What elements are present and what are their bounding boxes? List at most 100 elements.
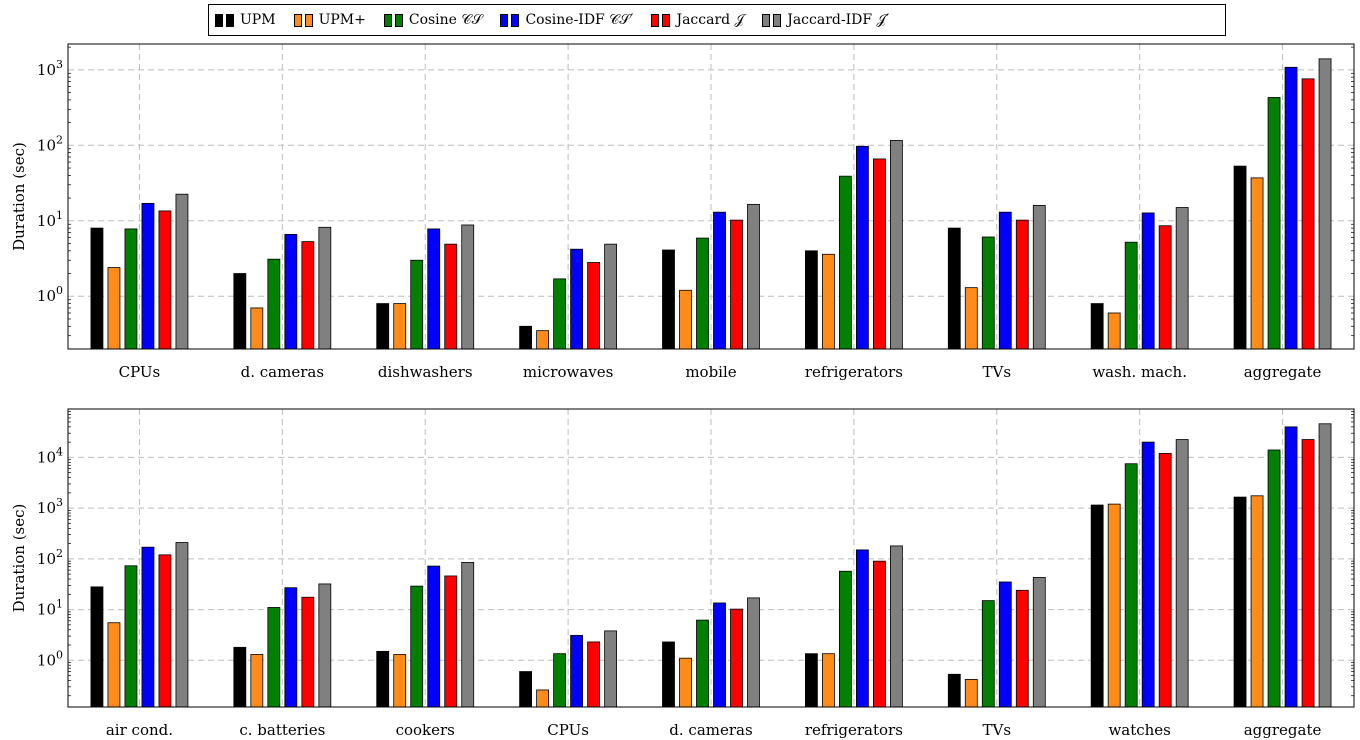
bar <box>250 307 264 350</box>
bar <box>536 330 550 350</box>
legend-item-upm: UPM <box>215 12 276 28</box>
bar <box>679 289 692 350</box>
legend-swatch <box>215 13 223 27</box>
bar <box>981 600 995 708</box>
bar <box>175 193 189 350</box>
x-tick-label: d. cameras <box>241 363 324 381</box>
bar <box>461 562 475 708</box>
legend-swatch <box>500 13 509 27</box>
legend-swatch <box>394 13 403 27</box>
bar <box>964 679 978 708</box>
legend-item-upm-plus: UPM+ <box>293 12 366 28</box>
y-tick-label: 101 <box>37 209 63 230</box>
bar <box>713 211 726 350</box>
legend-swatch <box>226 13 234 27</box>
legend-swatch <box>651 13 660 27</box>
bar <box>107 622 121 708</box>
legend-item-jaccard-idf: Jaccard-IDF 𝒥′ <box>762 12 889 28</box>
bar <box>158 554 172 708</box>
bar <box>1318 423 1332 708</box>
x-tick-label: watches <box>1108 721 1170 739</box>
chart-panel-2: 100 101 102 103 104 air cond. c. batteries cook… <box>10 408 1355 739</box>
bar <box>1250 177 1264 350</box>
bar <box>947 227 961 350</box>
legend-swatch <box>293 13 302 27</box>
bar <box>855 145 869 350</box>
y-tick-label: 103 <box>37 58 63 79</box>
bar <box>998 581 1012 708</box>
bar <box>838 570 852 708</box>
legend-swatch <box>662 13 671 27</box>
bar <box>872 158 886 350</box>
bar <box>301 241 315 350</box>
bar <box>1141 441 1155 708</box>
bar <box>804 250 818 350</box>
bar <box>318 226 332 350</box>
bar <box>284 587 298 708</box>
legend-swatch <box>511 13 520 27</box>
x-tick-label: cookers <box>396 721 455 739</box>
bar <box>1175 439 1189 708</box>
bar <box>141 546 155 708</box>
bar <box>838 175 852 350</box>
bar <box>376 303 390 350</box>
legend-swatch <box>304 13 313 27</box>
bar <box>553 653 567 708</box>
x-tick-label: c. batteries <box>239 721 325 739</box>
plot-frame <box>67 43 1355 350</box>
bar <box>998 211 1012 350</box>
x-tick-label: air cond. <box>106 721 173 739</box>
bar <box>124 565 138 708</box>
x-tick-label: aggregate <box>1244 721 1322 739</box>
x-tick-label: aggregate <box>1244 363 1322 381</box>
bar <box>981 236 995 350</box>
bar <box>1267 97 1281 350</box>
bar <box>536 689 550 708</box>
bar <box>696 619 709 708</box>
bar <box>804 653 818 708</box>
bar <box>233 646 247 708</box>
bar <box>107 267 121 350</box>
plot-frame <box>67 408 1355 708</box>
bar <box>250 654 264 708</box>
legend-item-cosine: Cosine 𝒞𝒮 <box>383 12 482 28</box>
bar <box>713 602 726 708</box>
bar <box>461 224 475 350</box>
legend-swatch <box>383 13 392 27</box>
x-tick-label: mobile <box>685 363 736 381</box>
legend-item-jaccard: Jaccard 𝒥 <box>651 12 744 28</box>
legend-swatch <box>773 13 782 27</box>
x-tick-label: TVs <box>983 363 1012 381</box>
x-tick-label: microwaves <box>523 363 613 381</box>
legend-label: Cosine-IDF 𝒞𝒮′ <box>525 12 634 28</box>
bar <box>284 233 298 350</box>
bar <box>679 657 692 708</box>
x-tick-label: refrigerators <box>805 363 903 381</box>
bar <box>427 228 441 350</box>
bar <box>1015 589 1029 708</box>
bar <box>1318 58 1332 350</box>
bar <box>1124 241 1138 350</box>
bar <box>267 607 281 708</box>
x-tick-label: refrigerators <box>805 721 903 739</box>
bar <box>1124 463 1138 708</box>
bar <box>1250 495 1264 708</box>
legend-label: Jaccard-IDF 𝒥′ <box>787 12 890 28</box>
x-tick-label: wash. mach. <box>1092 363 1187 381</box>
y-tick-label: 100 <box>37 648 63 669</box>
bar <box>444 575 458 708</box>
bar <box>1267 449 1281 708</box>
bar <box>410 259 424 350</box>
bar <box>519 325 533 350</box>
bar <box>1158 452 1172 708</box>
x-tick-label: CPUs <box>119 363 161 381</box>
bar <box>410 585 424 708</box>
bar <box>1158 225 1172 350</box>
x-tick-label: dishwashers <box>378 363 473 381</box>
legend-swatch <box>762 13 771 27</box>
bar <box>604 243 618 350</box>
bar <box>662 641 675 708</box>
bar <box>889 545 903 708</box>
bar <box>1175 207 1189 350</box>
